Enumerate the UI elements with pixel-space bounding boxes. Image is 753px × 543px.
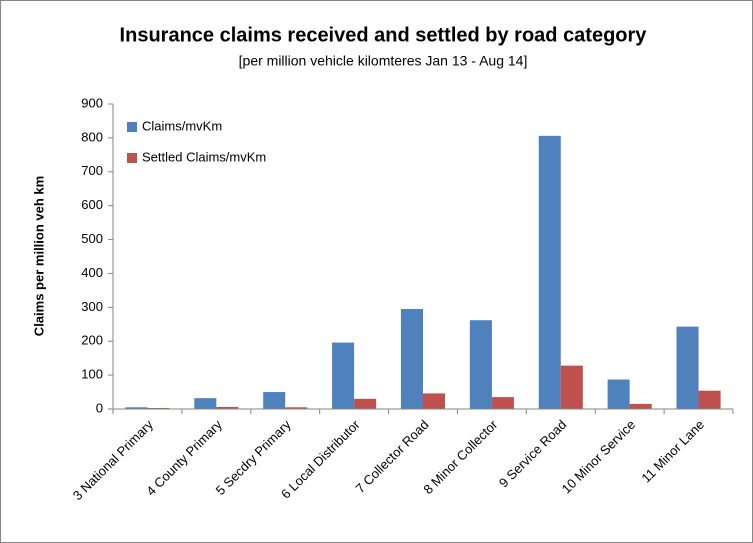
bar xyxy=(263,392,286,409)
y-axis-label: Claims per million veh km xyxy=(31,176,46,336)
bar xyxy=(400,309,423,409)
bar xyxy=(125,407,148,409)
y-tick-label: 400 xyxy=(81,265,103,280)
legend-label: Settled Claims/mvKm xyxy=(142,149,266,164)
legend-swatch xyxy=(127,153,137,163)
legend-swatch xyxy=(127,122,137,132)
bar xyxy=(607,379,630,409)
y-tick-label: 500 xyxy=(81,231,103,246)
bar xyxy=(216,406,239,409)
bar xyxy=(538,135,561,409)
y-tick-label: 900 xyxy=(81,95,103,110)
bar xyxy=(332,342,355,409)
legend-label: Claims/mvKm xyxy=(142,118,222,133)
bar xyxy=(560,365,583,409)
bar xyxy=(354,398,377,409)
chart-subtitle: [per million vehicle kilomteres Jan 13 -… xyxy=(239,53,528,69)
bar xyxy=(285,407,308,409)
bar xyxy=(423,393,446,409)
bar xyxy=(469,320,492,409)
y-tick-label: 100 xyxy=(81,367,103,382)
y-tick-label: 600 xyxy=(81,197,103,212)
bar xyxy=(147,407,170,409)
bar xyxy=(676,326,699,409)
y-tick-label: 200 xyxy=(81,333,103,348)
bar xyxy=(698,390,721,409)
y-tick-label: 800 xyxy=(81,129,103,144)
y-tick-label: 700 xyxy=(81,163,103,178)
bar xyxy=(491,397,514,409)
y-tick-label: 0 xyxy=(96,400,103,415)
bar xyxy=(194,398,217,409)
chart-title: Insurance claims received and settled by… xyxy=(120,24,648,46)
bar xyxy=(629,403,652,409)
y-tick-label: 300 xyxy=(81,299,103,314)
